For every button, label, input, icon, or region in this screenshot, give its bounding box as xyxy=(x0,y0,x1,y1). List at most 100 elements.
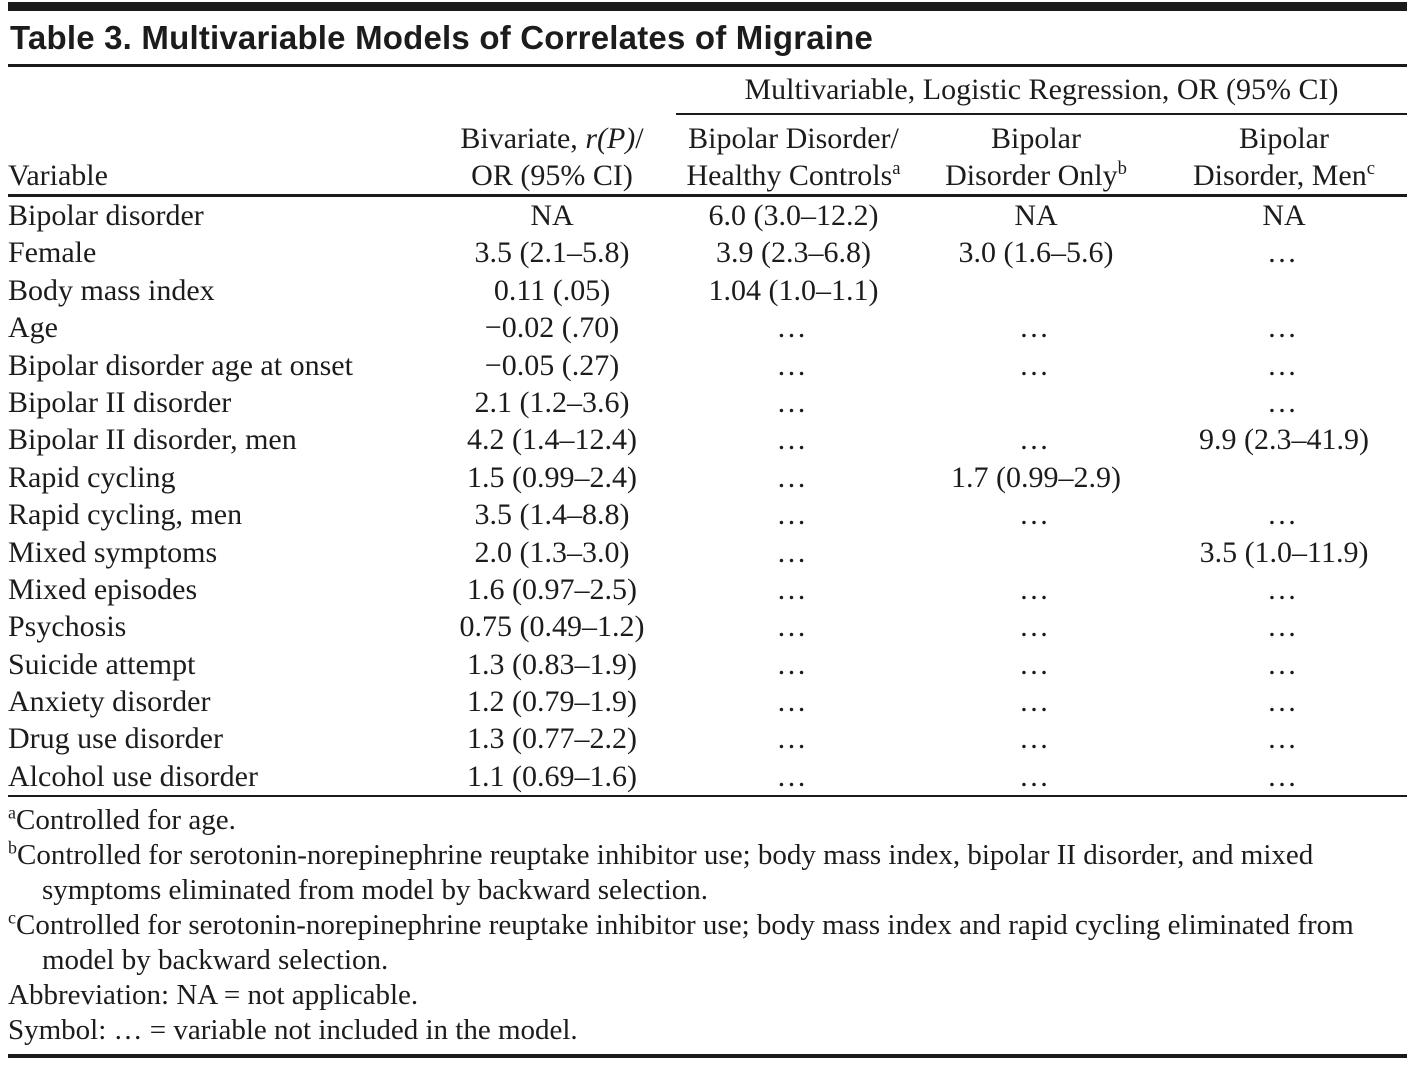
table-row: Mixed symptoms 2.0 (1.3–3.0) … 3.5 (1.0–11.… xyxy=(8,534,1407,571)
cell-value: 1.2 (0.79–1.9) xyxy=(467,685,637,719)
table-row: Rapid cycling 1.5 (0.99–2.4) … 1.7 (0.99–2.… xyxy=(8,459,1407,496)
table-row: Bipolar II disorder 2.1 (1.2–3.6) … … xyxy=(8,384,1407,421)
cell-value: −0.02 (.70) xyxy=(484,311,620,345)
table-row: Rapid cycling, men 3.5 (1.4–8.8)……… xyxy=(8,496,1407,533)
cell-value: … xyxy=(776,610,811,644)
cell-value: NA xyxy=(530,199,574,232)
cell-value: 0.11 (.05) xyxy=(493,273,611,307)
cell-value: … xyxy=(776,348,811,382)
bottom-rule-bar xyxy=(8,1054,1407,1059)
cell-value: −0.05 (.27) xyxy=(484,348,620,382)
cell-value: 1.7 (0.99–2.9) xyxy=(951,460,1121,494)
cell-value xyxy=(911,272,1161,309)
table-row: Suicide attempt 1.3 (0.83–1.9)……… xyxy=(8,646,1407,683)
cell-variable: Mixed episodes xyxy=(8,572,198,606)
cell-value: 2.1 (1.2–3.6) xyxy=(474,385,630,419)
footnote-c: cControlled for serotonin-norepinephrine… xyxy=(8,907,1354,977)
cell-value: 3.0 (1.6–5.6) xyxy=(958,236,1114,270)
column-header-bivariate-line2: OR (95% CI) xyxy=(471,159,633,192)
footnote-b: bControlled for serotonin-norepinephrine… xyxy=(8,837,1314,907)
cell-value: … xyxy=(1019,685,1053,719)
cell-value: … xyxy=(776,647,811,681)
table-row: Drug use disorder 1.3 (0.77–2.2)……… xyxy=(8,720,1407,757)
cell-value: … xyxy=(1019,498,1053,532)
cell-value: … xyxy=(1267,348,1301,382)
cell-value: … xyxy=(1019,348,1053,382)
cell-value: … xyxy=(1019,610,1053,644)
column-header-variable: Variable xyxy=(8,115,428,194)
column-header-bd-healthy-controls: Bipolar Disorder/ Healthy Controlsa xyxy=(686,122,901,192)
cell-variable: Bipolar disorder age at onset xyxy=(8,348,353,382)
table-row: Bipolar II disorder, men 4.2 (1.4–12.4) … …… xyxy=(8,421,1407,458)
cell-value: … xyxy=(1267,610,1301,644)
cell-value: 1.1 (0.69–1.6) xyxy=(467,759,637,793)
cell-value: … xyxy=(1019,311,1053,345)
cell-value: 6.0 (3.0–12.2) xyxy=(708,199,879,232)
cell-value xyxy=(1161,272,1407,309)
cell-value: … xyxy=(776,759,811,793)
cell-value: 1.3 (0.77–2.2) xyxy=(467,722,637,756)
cell-value: 3.9 (2.3–6.8) xyxy=(716,236,871,270)
footnote-a: aControlled for age. xyxy=(8,802,236,837)
cell-value: … xyxy=(1267,685,1301,719)
footnote-marker-c: c xyxy=(1366,158,1376,179)
cell-variable: Rapid cycling xyxy=(8,460,176,494)
cell-value: 3.5 (2.1–5.8) xyxy=(474,236,630,270)
cell-variable: Age xyxy=(8,311,58,345)
table-row: Body mass index 0.11 (.05) 1.04 (1.0–1.1) xyxy=(8,272,1407,309)
body-footnote-divider xyxy=(8,795,1407,798)
table-row: Psychosis 0.75 (0.49–1.2)……… xyxy=(8,608,1407,645)
cell-value: NA xyxy=(1262,199,1306,232)
cell-value xyxy=(1161,459,1407,496)
cell-value: … xyxy=(776,535,811,569)
footnote-symbol: Symbol: … = variable not included in the… xyxy=(8,1014,578,1047)
cell-value: … xyxy=(1267,236,1301,270)
cell-variable: Body mass index xyxy=(8,273,215,307)
cell-variable: Female xyxy=(8,236,97,270)
cell-value: 1.5 (0.99–2.4) xyxy=(467,460,637,494)
top-rule-bar xyxy=(8,2,1407,11)
cell-value: … xyxy=(1267,498,1301,532)
cell-value: … xyxy=(776,460,811,494)
cell-value: 2.0 (1.3–3.0) xyxy=(474,535,630,569)
table-row: Bipolar disorder age at onset −0.05 (.27)… xyxy=(8,347,1407,384)
cell-value: 1.6 (0.97–2.5) xyxy=(467,572,637,606)
header-body-divider xyxy=(8,194,1407,197)
column-header-bivariate-line1: Bivariate, r(P)/ xyxy=(460,122,644,155)
table-row: Bipolar disorder NA 6.0 (3.0–12.2) NA NA xyxy=(8,197,1407,234)
cell-value: … xyxy=(1267,647,1301,681)
title-divider xyxy=(8,64,1407,67)
cell-value xyxy=(911,384,1161,421)
cell-variable: Rapid cycling, men xyxy=(8,498,243,532)
spanner-header: Multivariable, Logistic Regression, OR (… xyxy=(676,72,1407,115)
cell-value: … xyxy=(776,685,811,719)
cell-variable: Mixed symptoms xyxy=(8,535,218,569)
table-body: Bipolar disorder NA 6.0 (3.0–12.2) NA NA Fema… xyxy=(8,197,1407,795)
cell-value: … xyxy=(776,498,811,532)
cell-value: 3.5 (1.0–11.9) xyxy=(1199,535,1369,569)
table-row: Mixed episodes 1.6 (0.97–2.5) … … … xyxy=(8,571,1407,608)
cell-value: 4.2 (1.4–12.4) xyxy=(467,423,637,457)
cell-variable: Bipolar II disorder xyxy=(8,385,232,419)
cell-value: … xyxy=(776,385,811,419)
cell-variable: Suicide attempt xyxy=(8,647,196,681)
page-title: Table 3. Multivariable Models of Correla… xyxy=(10,19,874,56)
cell-value: … xyxy=(1267,722,1301,756)
cell-value: … xyxy=(1267,385,1301,419)
cell-variable: Anxiety disorder xyxy=(8,685,211,719)
cell-value: … xyxy=(1019,572,1053,606)
column-header-bd-only: Bipolar Disorder Onlyb xyxy=(945,122,1127,192)
footnote-marker-a: a xyxy=(892,158,901,179)
cell-value: … xyxy=(1019,647,1053,681)
column-header-bd-men: Bipolar Disorder, Menc xyxy=(1192,122,1376,192)
cell-value: … xyxy=(776,572,811,606)
cell-value: … xyxy=(1267,572,1301,606)
cell-value: 9.9 (2.3–41.9) xyxy=(1199,423,1369,457)
cell-value: 0.75 (0.49–1.2) xyxy=(459,610,645,644)
cell-value: … xyxy=(1019,722,1053,756)
column-header-variable-label: Variable xyxy=(8,159,108,192)
cell-value: … xyxy=(1019,423,1053,457)
table-header: Multivariable, Logistic Regression, OR (… xyxy=(8,67,1407,194)
table-row: Anxiety disorder 1.2 (0.79–1.9) … … … xyxy=(8,683,1407,720)
footnote-marker-b: b xyxy=(1117,158,1127,179)
